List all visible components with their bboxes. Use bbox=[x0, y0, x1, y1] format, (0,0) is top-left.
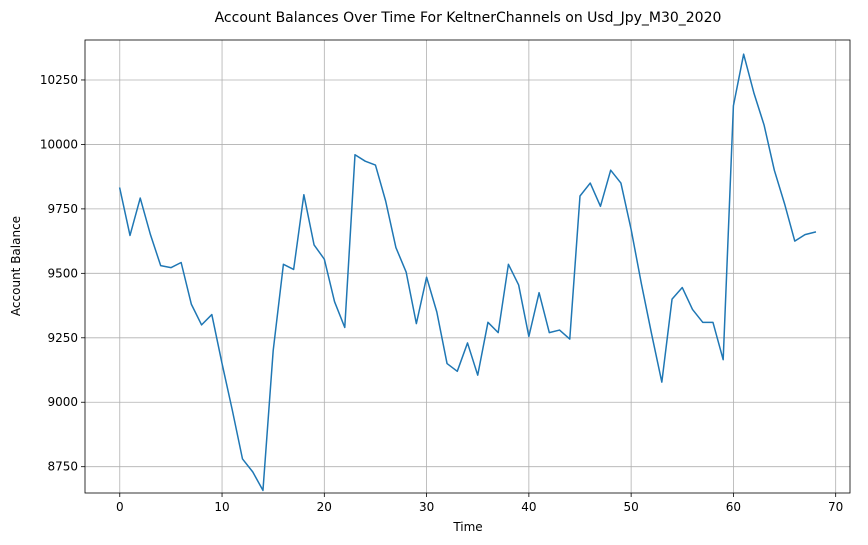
x-tick-label: 50 bbox=[623, 500, 638, 514]
x-tick-label: 10 bbox=[214, 500, 229, 514]
grid-lines bbox=[85, 40, 850, 493]
x-tick-label: 60 bbox=[726, 500, 741, 514]
x-tick-label: 20 bbox=[317, 500, 332, 514]
y-tick-label: 9250 bbox=[47, 331, 78, 345]
y-tick-label: 9500 bbox=[47, 266, 78, 280]
x-axis-title: Time bbox=[452, 520, 482, 534]
x-tick-label: 30 bbox=[419, 500, 434, 514]
y-tick-label: 9000 bbox=[47, 395, 78, 409]
y-axis-title: Account Balance bbox=[9, 216, 23, 316]
chart-title: Account Balances Over Time For KeltnerCh… bbox=[215, 10, 722, 26]
axis-ticks: 0 10 20 30 40 50 60 70 8750 9000 9250 9500 9750 10000… bbox=[40, 73, 844, 514]
y-tick-label: 9750 bbox=[47, 202, 78, 216]
y-tick-label: 8750 bbox=[47, 460, 78, 474]
x-tick-label: 70 bbox=[828, 500, 843, 514]
y-tick-label: 10000 bbox=[40, 137, 78, 151]
series-line bbox=[118, 53, 817, 492]
x-tick-label: 0 bbox=[116, 500, 124, 514]
x-tick-label: 40 bbox=[521, 500, 536, 514]
y-tick-label: 10250 bbox=[40, 73, 78, 87]
plot-frame bbox=[84, 39, 851, 494]
